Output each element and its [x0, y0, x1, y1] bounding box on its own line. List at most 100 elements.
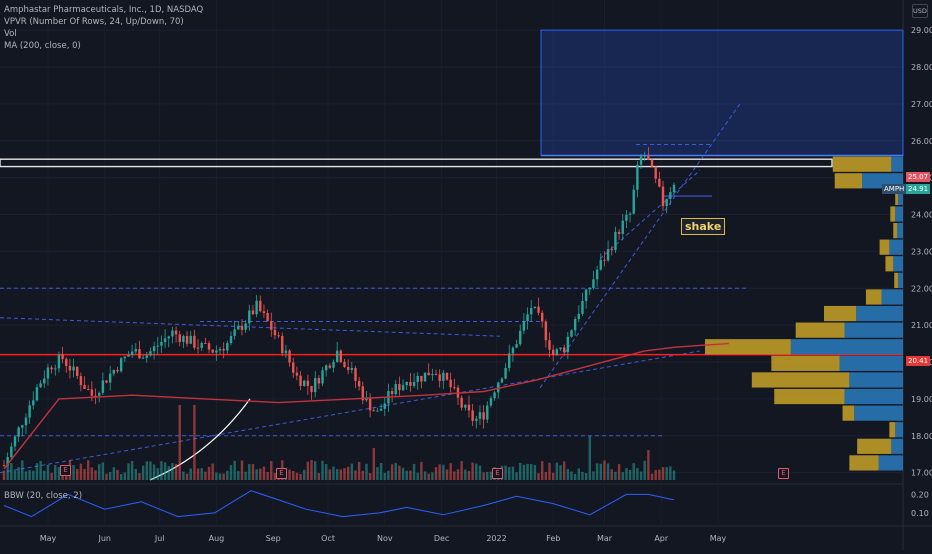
candle-body[interactable] [654, 166, 657, 179]
candle-body[interactable] [112, 369, 116, 374]
candle-body[interactable] [577, 313, 581, 320]
candle-body[interactable] [101, 380, 105, 393]
candle-body[interactable] [174, 330, 178, 335]
candle-body[interactable] [350, 368, 354, 370]
candle-body[interactable] [134, 349, 138, 352]
candle-body[interactable] [204, 342, 207, 344]
candle-body[interactable] [434, 373, 438, 375]
candle-body[interactable] [537, 306, 540, 313]
candle-body[interactable] [335, 350, 339, 362]
resistance-band[interactable] [0, 158, 833, 168]
ma200-line[interactable] [3, 346, 675, 470]
candle-body[interactable] [185, 335, 189, 344]
candle-body[interactable] [229, 335, 233, 344]
candle-body[interactable] [482, 412, 485, 420]
candle-body[interactable] [317, 378, 321, 384]
earnings-event-icon[interactable]: E [778, 468, 789, 479]
candle-body[interactable] [54, 368, 57, 370]
candle-body[interactable] [215, 350, 218, 353]
candle-body[interactable] [599, 259, 602, 270]
candle-body[interactable] [533, 306, 537, 309]
candle-body[interactable] [511, 347, 515, 354]
candle-body[interactable] [65, 359, 68, 366]
candle-body[interactable] [665, 198, 668, 207]
candle-body[interactable] [277, 335, 280, 337]
vpvr-indicator-label[interactable]: VPVR (Number Of Rows, 24, Up/Down, 70) [4, 17, 184, 27]
candle-body[interactable] [149, 351, 152, 356]
candle-body[interactable] [639, 156, 643, 165]
candle-body[interactable] [643, 155, 646, 157]
candle-body[interactable] [493, 392, 496, 399]
candle-body[interactable] [178, 334, 181, 342]
candle-body[interactable] [108, 373, 112, 383]
candle-body[interactable] [79, 376, 83, 386]
candle-body[interactable] [90, 389, 94, 396]
candle-body[interactable] [489, 398, 493, 406]
candle-body[interactable] [519, 330, 522, 345]
candle-body[interactable] [138, 349, 141, 359]
candle-body[interactable] [284, 350, 288, 354]
candle-body[interactable] [453, 387, 456, 389]
candle-body[interactable] [156, 345, 159, 347]
candle-body[interactable] [423, 372, 427, 382]
candle-body[interactable] [299, 375, 302, 386]
candle-body[interactable] [281, 335, 284, 354]
candle-body[interactable] [606, 249, 610, 261]
candle-body[interactable] [123, 356, 127, 359]
candle-body[interactable] [628, 213, 632, 215]
candle-body[interactable] [595, 269, 599, 280]
candle-body[interactable] [306, 380, 310, 386]
candle-body[interactable] [445, 372, 449, 380]
candle-body[interactable] [559, 347, 562, 350]
candle-body[interactable] [255, 300, 258, 315]
candle-body[interactable] [182, 335, 185, 342]
candle-body[interactable] [72, 366, 75, 371]
candle-body[interactable] [314, 378, 317, 393]
candle-body[interactable] [515, 344, 518, 348]
candle-body[interactable] [226, 343, 229, 351]
candle-body[interactable] [17, 427, 20, 437]
candle-body[interactable] [544, 321, 548, 341]
candle-body[interactable] [401, 385, 405, 391]
candle-body[interactable] [672, 184, 676, 193]
candle-body[interactable] [551, 349, 555, 355]
candle-body[interactable] [504, 367, 507, 379]
candle-body[interactable] [127, 354, 130, 357]
candle-body[interactable] [6, 457, 9, 466]
candle-body[interactable] [610, 249, 613, 251]
candle-body[interactable] [10, 446, 13, 458]
candle-body[interactable] [270, 321, 273, 330]
earnings-event-icon[interactable]: E [276, 468, 287, 479]
candle-body[interactable] [394, 383, 397, 395]
candle-body[interactable] [167, 336, 170, 339]
candle-body[interactable] [372, 410, 375, 412]
candle-body[interactable] [650, 159, 654, 167]
candle-body[interactable] [383, 403, 386, 409]
volume-indicator-label[interactable]: Vol [4, 29, 17, 39]
candle-body[interactable] [116, 369, 119, 372]
candle-body[interactable] [237, 325, 240, 330]
candle-body[interactable] [130, 351, 134, 355]
candle-body[interactable] [427, 372, 430, 376]
candle-body[interactable] [614, 231, 617, 251]
candle-body[interactable] [61, 354, 64, 360]
candle-body[interactable] [497, 382, 500, 393]
candle-body[interactable] [548, 340, 551, 350]
candle-body[interactable] [39, 383, 42, 388]
ma-indicator-label[interactable]: MA (200, close, 0) [4, 41, 81, 51]
candle-body[interactable] [478, 412, 482, 419]
candle-body[interactable] [321, 370, 324, 384]
candle-body[interactable] [97, 392, 101, 396]
candle-body[interactable] [189, 335, 192, 344]
candle-body[interactable] [357, 380, 361, 387]
candle-body[interactable] [625, 214, 628, 221]
candle-body[interactable] [218, 349, 222, 351]
candle-body[interactable] [207, 343, 211, 350]
candle-body[interactable] [57, 354, 61, 369]
candle-body[interactable] [211, 349, 214, 353]
candle-body[interactable] [368, 397, 372, 411]
candle-body[interactable] [292, 362, 295, 373]
target-zone-box[interactable] [540, 29, 904, 156]
